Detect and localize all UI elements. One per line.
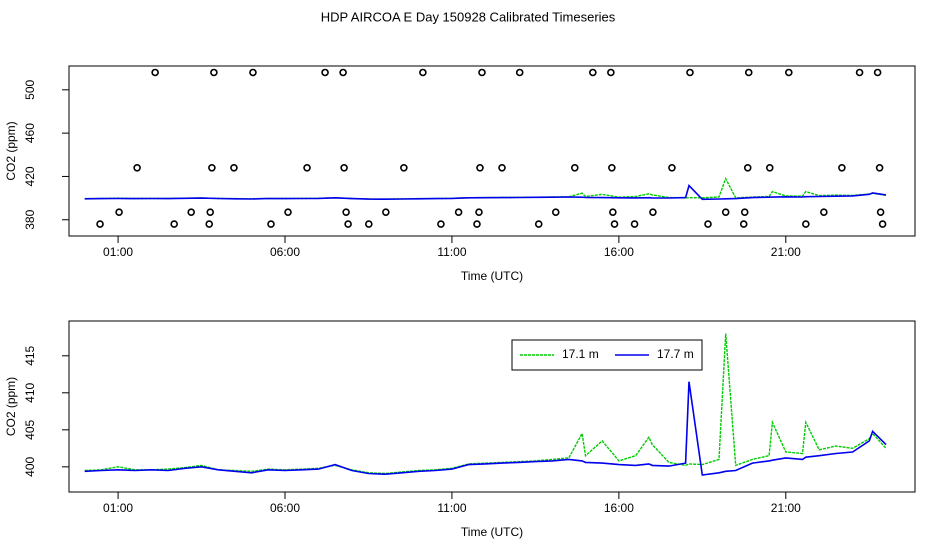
x-tick-label: 01:00 [103, 245, 133, 259]
legend-label: 17.7 m [657, 347, 694, 361]
series-line [84, 176, 887, 200]
flag-marker [610, 220, 619, 228]
flag-marker [230, 163, 238, 172]
flag-marker [686, 68, 694, 77]
x-tick-label: 16:00 [604, 501, 634, 515]
flag-marker [649, 208, 657, 216]
x-tick-label: 16:00 [604, 245, 634, 259]
flag-marker [608, 163, 616, 172]
x-tick-label: 01:00 [103, 501, 133, 515]
flag-marker [170, 220, 178, 228]
flag-marker [802, 220, 810, 228]
flag-marker [206, 208, 215, 216]
flag-marker [473, 220, 481, 228]
series-line [84, 333, 887, 475]
flag-marker [249, 68, 257, 77]
flag-marker [210, 68, 218, 77]
y-tick-label: 410 [23, 382, 37, 402]
y-axis-title: CO2 (ppm) [4, 121, 18, 180]
flag-marker [785, 68, 793, 77]
flag-marker [739, 220, 748, 228]
flag-marker [551, 208, 560, 216]
flag-marker [382, 208, 390, 216]
flag-marker [187, 208, 195, 216]
flag-marker [744, 68, 753, 77]
flag-marker [344, 220, 352, 228]
flag-marker [498, 163, 506, 172]
flag-marker [721, 208, 730, 216]
flag-marker [743, 163, 752, 172]
flag-marker [589, 68, 597, 77]
x-tick-label: 06:00 [270, 245, 300, 259]
legend-box [511, 339, 703, 371]
flag-marker [400, 163, 408, 172]
x-tick-label: 21:00 [771, 245, 801, 259]
y-tick-label: 420 [23, 166, 37, 186]
flag-marker [478, 68, 486, 77]
chart-title: HDP AIRCOA E Day 150928 Calibrated Times… [321, 9, 616, 24]
flag-marker [855, 68, 864, 77]
flag-marker [419, 68, 427, 77]
flag-marker [205, 220, 214, 228]
flag-marker [339, 68, 347, 77]
flag-marker [607, 68, 615, 77]
x-axis-title: Time (UTC) [461, 525, 523, 539]
series-line [84, 184, 887, 201]
y-tick-label: 415 [23, 345, 37, 365]
flag-marker [668, 163, 676, 172]
flag-marker [630, 220, 639, 228]
flag-marker [740, 208, 749, 216]
flag-marker [609, 208, 617, 216]
flag-marker [321, 68, 329, 77]
y-tick-label: 460 [23, 123, 37, 143]
flag-marker [437, 220, 445, 228]
plot-frame [68, 320, 916, 493]
flag-marker [115, 208, 123, 216]
y-tick-label: 400 [23, 456, 37, 476]
flag-marker [303, 163, 311, 172]
y-axis-title: CO2 (ppm) [4, 377, 18, 436]
y-tick-label: 500 [23, 79, 37, 99]
flag-marker [876, 208, 885, 216]
flag-marker [133, 163, 141, 172]
x-tick-label: 06:00 [270, 501, 300, 515]
flag-marker [704, 220, 712, 228]
flag-marker [476, 163, 484, 172]
flag-marker [454, 208, 463, 216]
plot-frame [68, 65, 916, 237]
flag-marker [838, 163, 846, 172]
flag-marker [365, 220, 373, 228]
x-axis-title: Time (UTC) [461, 269, 523, 283]
flag-marker [342, 208, 350, 216]
flag-marker [475, 208, 483, 216]
flag-marker [820, 208, 828, 216]
flag-marker [878, 220, 887, 228]
y-tick-label: 380 [23, 209, 37, 229]
x-tick-label: 21:00 [771, 501, 801, 515]
legend-label: 17.1 m [562, 347, 599, 361]
flag-marker [151, 68, 159, 77]
flag-marker [765, 163, 774, 172]
flag-marker [267, 220, 275, 228]
flag-marker [96, 220, 104, 228]
flag-marker [570, 163, 579, 172]
flag-marker [515, 68, 524, 77]
flag-marker [340, 163, 348, 172]
flag-marker [873, 68, 882, 77]
flag-marker [208, 163, 216, 172]
flag-marker [284, 208, 292, 216]
x-tick-label: 11:00 [437, 501, 466, 515]
y-tick-label: 405 [23, 419, 37, 439]
series-line [84, 381, 887, 476]
flag-marker [534, 220, 543, 228]
flag-marker [875, 163, 884, 172]
x-tick-label: 11:00 [437, 245, 466, 259]
